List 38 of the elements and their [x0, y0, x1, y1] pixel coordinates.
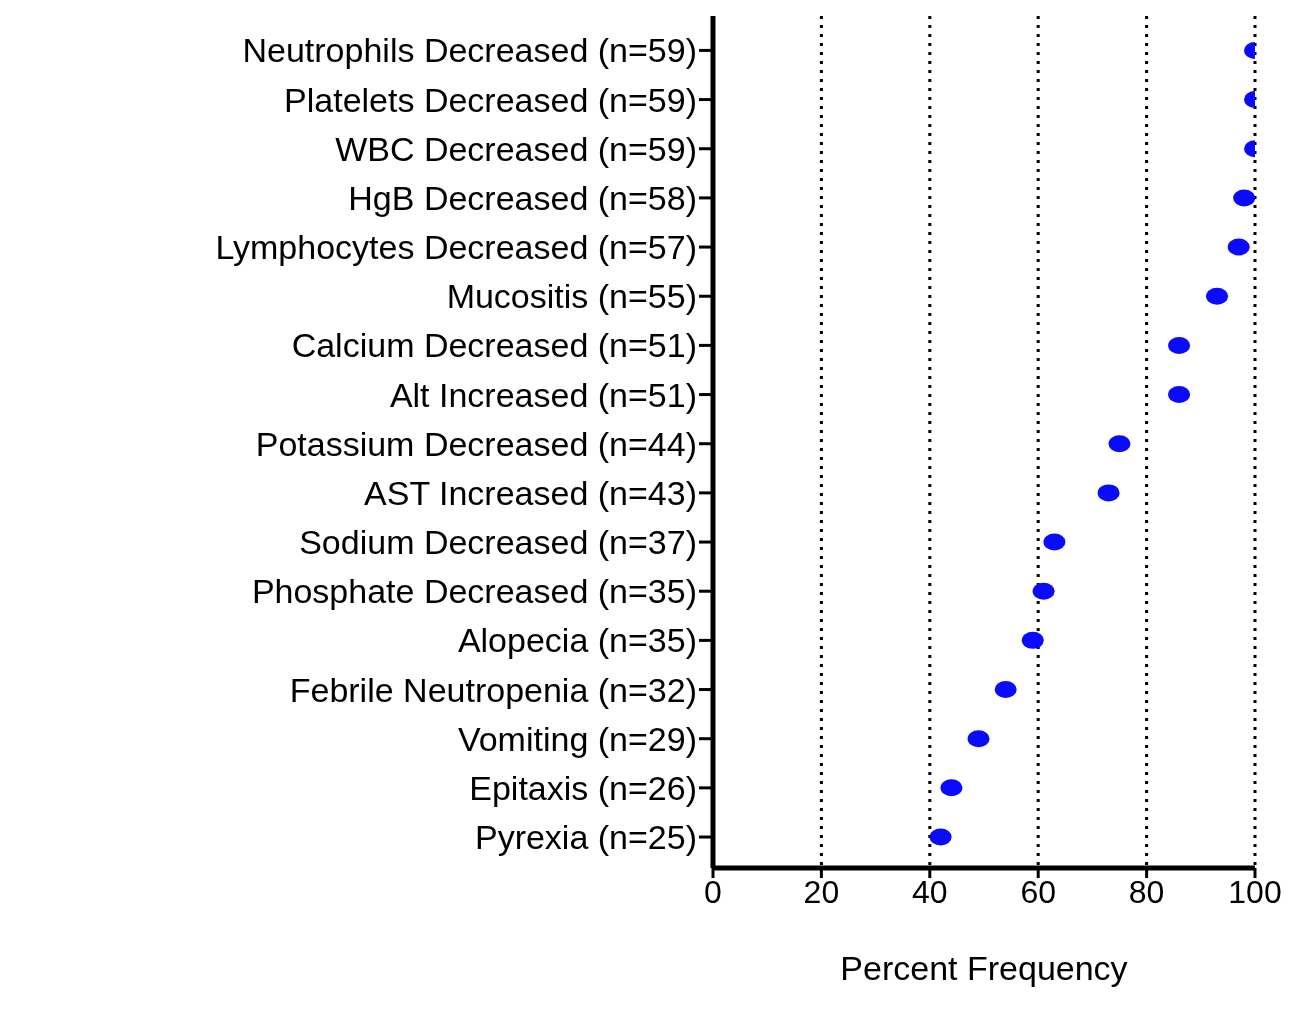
y-tick-label: Febrile Neutropenia (n=32) [289, 670, 697, 709]
point [1227, 238, 1250, 256]
y-tick-label: Platelets Decreased (n=59) [284, 80, 697, 119]
point [1097, 484, 1120, 502]
y-tick-label: Alopecia (n=35) [457, 621, 697, 660]
x-tick-label: 100 [1228, 873, 1282, 910]
x-tick-label: 20 [803, 873, 840, 910]
y-tick-label: Epitaxis (n=26) [469, 768, 697, 807]
point [994, 681, 1017, 699]
x-axis-title: Percent Frequency [840, 949, 1128, 987]
y-tick-label: Mucositis (n=55) [446, 277, 697, 316]
point [1168, 336, 1191, 354]
point [940, 779, 963, 797]
y-tick-label: Potassium Decreased (n=44) [255, 424, 697, 463]
y-tick-label: Phosphate Decreased (n=35) [251, 572, 697, 611]
x-tick-label: 40 [912, 873, 948, 910]
y-tick-label: AST Increased (n=43) [364, 473, 697, 512]
point [1021, 631, 1044, 649]
y-tick-label: WBC Decreased (n=59) [335, 129, 697, 168]
point [1043, 533, 1066, 551]
point [967, 730, 990, 748]
y-tick-label: HgB Decreased (n=58) [348, 178, 697, 217]
y-tick-label: Vomiting (n=29) [457, 719, 697, 758]
y-tick-label: Sodium Decreased (n=37) [299, 523, 697, 562]
y-tick-label: Lymphocytes Decreased (n=57) [215, 228, 697, 267]
y-tick-label: Neutrophils Decreased (n=59) [242, 31, 697, 70]
y-tick-label: Alt Increased (n=51) [389, 375, 697, 414]
point [1032, 582, 1055, 600]
point [1168, 386, 1191, 404]
point [1108, 435, 1131, 453]
point [1206, 287, 1229, 305]
x-tick-label: 0 [704, 873, 722, 910]
point [929, 828, 952, 846]
x-tick-label: 80 [1128, 873, 1165, 910]
y-tick-label: Calcium Decreased (n=51) [291, 326, 697, 365]
y-tick-label: Pyrexia (n=25) [474, 818, 697, 857]
x-tick-label: 60 [1020, 873, 1056, 910]
point [1233, 189, 1255, 207]
